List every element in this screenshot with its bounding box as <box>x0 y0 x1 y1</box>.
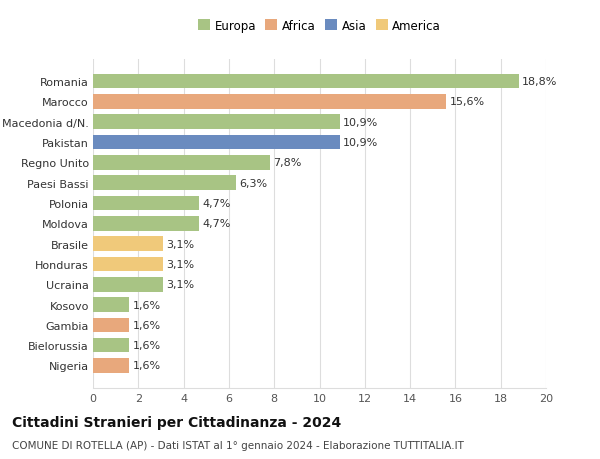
Text: 10,9%: 10,9% <box>343 118 379 128</box>
Text: 3,1%: 3,1% <box>167 239 195 249</box>
Text: 10,9%: 10,9% <box>343 138 379 148</box>
Bar <box>93 297 129 312</box>
Bar <box>93 196 199 211</box>
Bar <box>93 176 236 190</box>
Text: 3,1%: 3,1% <box>167 280 195 290</box>
Bar <box>93 135 340 150</box>
Text: 1,6%: 1,6% <box>133 300 161 310</box>
Bar <box>93 156 269 170</box>
Text: 15,6%: 15,6% <box>450 97 485 107</box>
Bar <box>93 277 163 292</box>
Text: 1,6%: 1,6% <box>133 341 161 350</box>
Bar <box>93 95 446 109</box>
Bar <box>93 75 519 89</box>
Bar <box>93 237 163 252</box>
Text: 1,6%: 1,6% <box>133 361 161 370</box>
Bar <box>93 115 340 130</box>
Bar <box>93 217 199 231</box>
Bar <box>93 257 163 272</box>
Text: 7,8%: 7,8% <box>273 158 301 168</box>
Bar <box>93 318 129 332</box>
Text: 6,3%: 6,3% <box>239 178 267 188</box>
Bar <box>93 358 129 373</box>
Text: COMUNE DI ROTELLA (AP) - Dati ISTAT al 1° gennaio 2024 - Elaborazione TUTTITALIA: COMUNE DI ROTELLA (AP) - Dati ISTAT al 1… <box>12 440 464 450</box>
Text: 18,8%: 18,8% <box>522 77 557 87</box>
Bar <box>93 338 129 353</box>
Text: 4,7%: 4,7% <box>203 219 231 229</box>
Text: 1,6%: 1,6% <box>133 320 161 330</box>
Text: 4,7%: 4,7% <box>203 198 231 208</box>
Legend: Europa, Africa, Asia, America: Europa, Africa, Asia, America <box>198 20 441 33</box>
Text: Cittadini Stranieri per Cittadinanza - 2024: Cittadini Stranieri per Cittadinanza - 2… <box>12 415 341 429</box>
Text: 3,1%: 3,1% <box>167 259 195 269</box>
